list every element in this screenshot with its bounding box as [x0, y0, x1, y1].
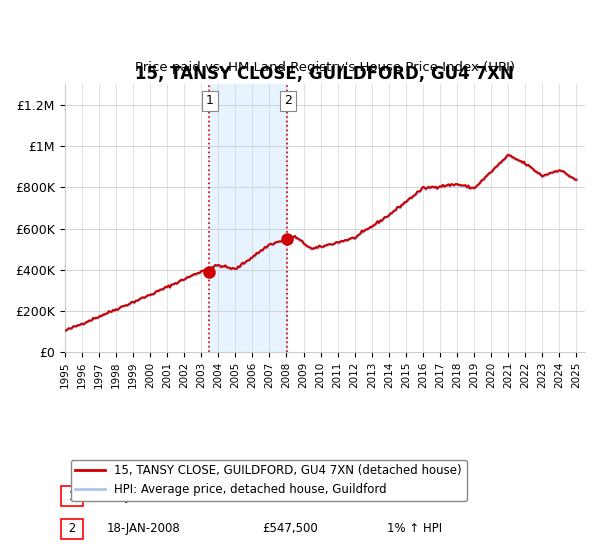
Text: 1: 1 [65, 490, 80, 503]
Text: 2: 2 [65, 522, 80, 535]
Title: 15, TANSY CLOSE, GUILDFORD, GU4 7XN: 15, TANSY CLOSE, GUILDFORD, GU4 7XN [136, 65, 514, 83]
Text: £390,000: £390,000 [262, 490, 318, 503]
Text: 18-JAN-2008: 18-JAN-2008 [106, 522, 180, 535]
Text: 4% ↓ HPI: 4% ↓ HPI [387, 490, 442, 503]
Text: 1: 1 [206, 95, 214, 108]
Legend: 15, TANSY CLOSE, GUILDFORD, GU4 7XN (detached house), HPI: Average price, detach: 15, TANSY CLOSE, GUILDFORD, GU4 7XN (det… [71, 460, 467, 501]
Text: Price paid vs. HM Land Registry's House Price Index (HPI): Price paid vs. HM Land Registry's House … [135, 60, 515, 74]
Bar [209, 85, 287, 352]
Text: £547,500: £547,500 [262, 522, 318, 535]
Text: 20-JUN-2003: 20-JUN-2003 [106, 490, 181, 503]
Text: 2: 2 [284, 95, 292, 108]
Text: 1% ↑ HPI: 1% ↑ HPI [387, 522, 442, 535]
